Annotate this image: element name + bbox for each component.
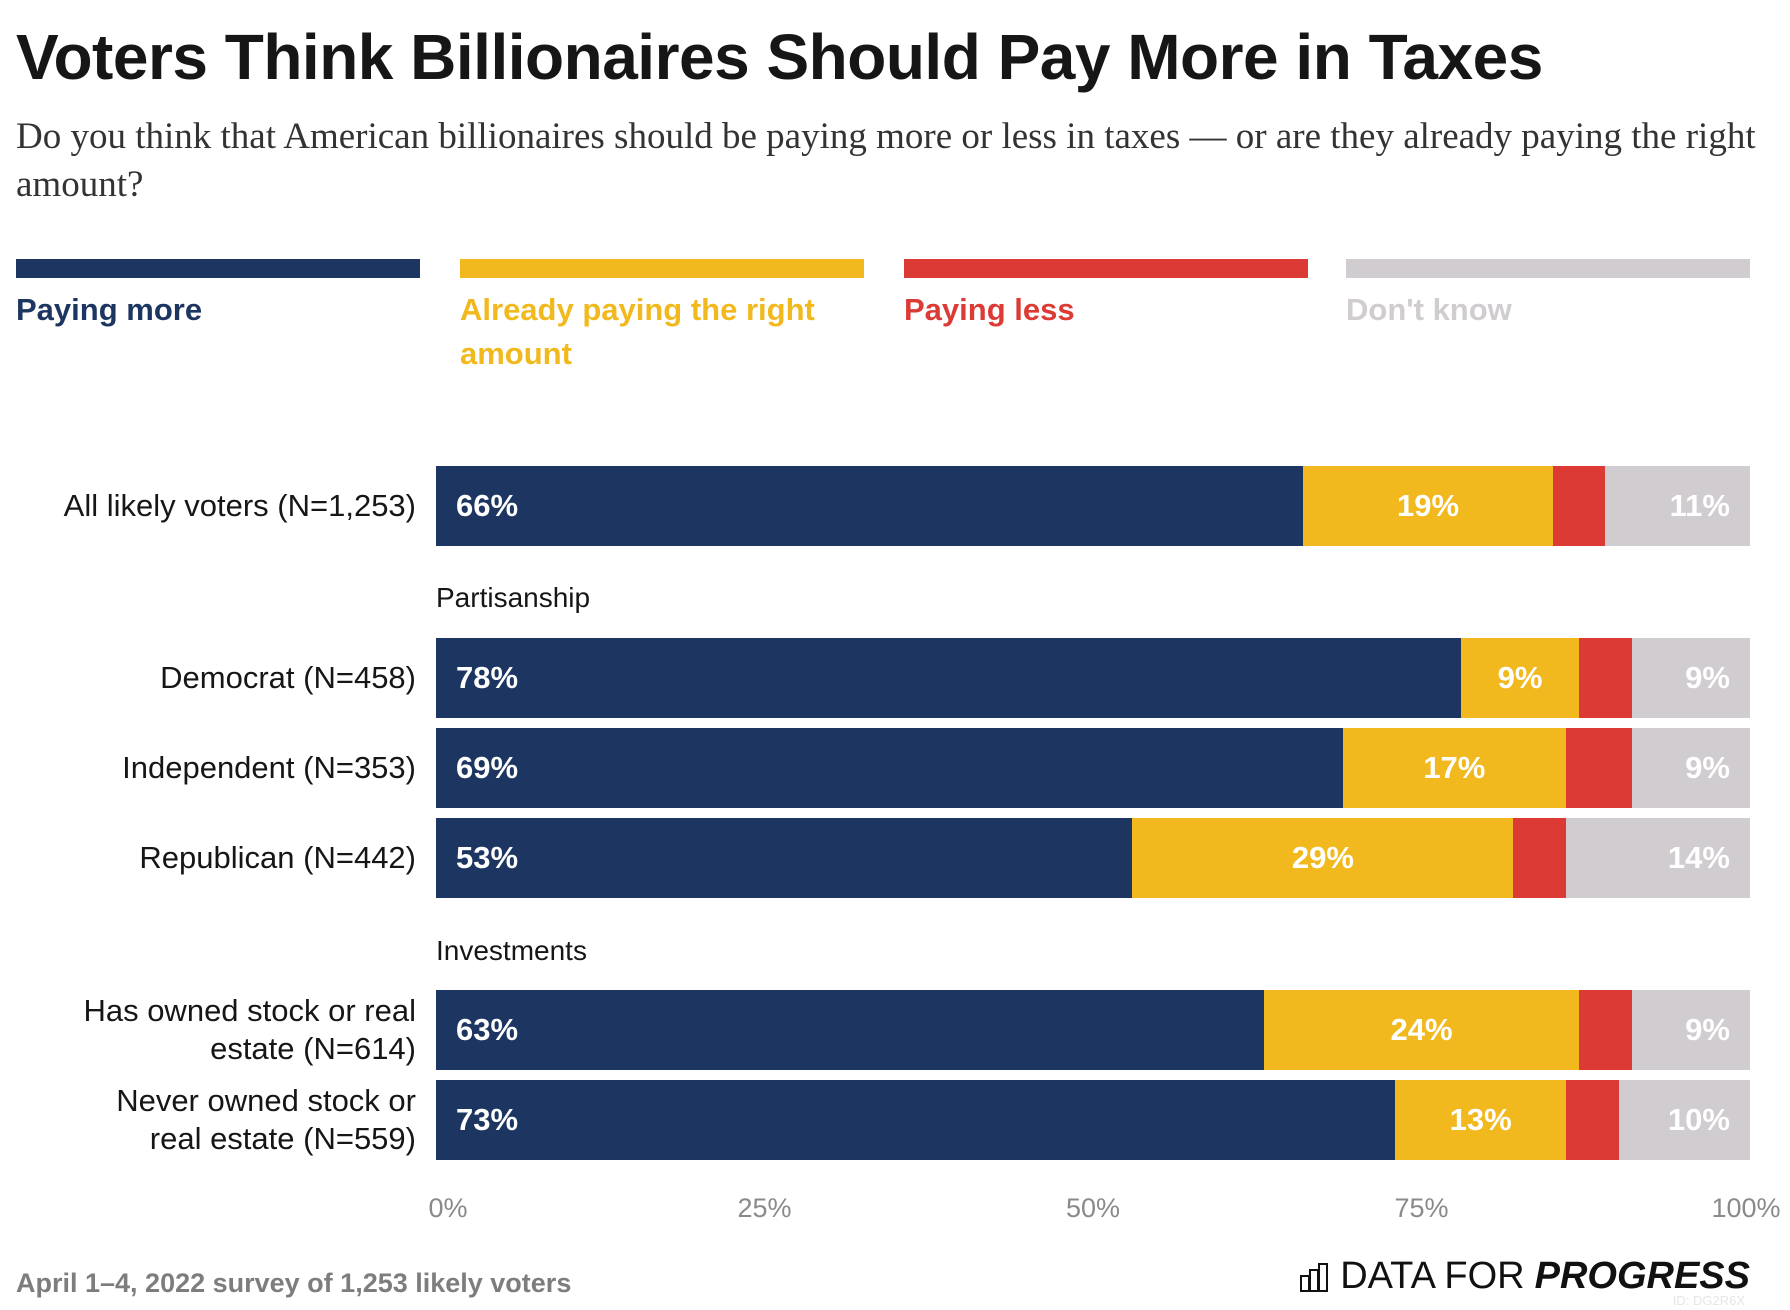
bar-segment: 66% — [436, 466, 1304, 546]
x-tick-label: 75% — [1394, 1193, 1449, 1223]
legend-swatch — [460, 259, 864, 278]
data-label: 9% — [1685, 750, 1730, 785]
bar-segment: 14% — [1566, 818, 1750, 898]
bar-segment: 9% — [1631, 728, 1750, 808]
group-label: Partisanship — [436, 582, 591, 613]
chart-title: Voters Think Billionaires Should Pay Mor… — [16, 21, 1543, 93]
bar-segment: 9% — [1631, 990, 1750, 1070]
x-tick-label: 100% — [1711, 1193, 1781, 1223]
legend-item: Don't know — [1346, 259, 1750, 332]
category-label: Democrat (N=458) — [160, 660, 416, 695]
legend-item: Paying more — [16, 259, 420, 332]
data-label: 14% — [1667, 840, 1730, 875]
watermark: ID: DG2R6X — [1672, 1293, 1745, 1308]
bar-segment: 10% — [1618, 1080, 1750, 1160]
bar-segment — [1579, 990, 1632, 1070]
legend-swatch — [1346, 259, 1750, 278]
x-tick-label: 0% — [428, 1193, 468, 1223]
bar-segment: 69% — [436, 728, 1343, 808]
logo-text-bold: PROGRESS — [1534, 1255, 1750, 1297]
legend-swatch — [16, 259, 420, 278]
stacked-bar: 69% 17% 9% — [436, 728, 1750, 808]
category-label: Republican (N=442) — [139, 840, 416, 875]
bar-segment: 9% — [1460, 638, 1580, 718]
category-label: Has owned stock or real estate (N=614) — [83, 993, 416, 1066]
bar-segment — [1513, 818, 1566, 898]
bar-segment: 53% — [436, 818, 1133, 898]
data-label: 19% — [1397, 488, 1460, 523]
data-label: 9% — [1497, 660, 1543, 695]
data-label: 9% — [1685, 660, 1730, 695]
data-label: 13% — [1449, 1102, 1512, 1137]
legend-swatch — [904, 259, 1308, 278]
bar-segment — [1579, 638, 1632, 718]
legend-label: Don't know — [1346, 292, 1512, 327]
category-label: All likely voters (N=1,253) — [63, 488, 416, 523]
data-label: 11% — [1669, 488, 1730, 523]
stacked-bar: 53% 29% 14% — [436, 818, 1750, 898]
group-label: Investments — [436, 935, 587, 966]
x-tick-label: 25% — [737, 1193, 792, 1223]
bar-segment — [1552, 466, 1606, 546]
bar-segment: 73% — [436, 1080, 1396, 1160]
bar-segment: 63% — [436, 990, 1264, 1070]
data-label: 24% — [1390, 1012, 1453, 1047]
bar-segment — [1566, 1080, 1619, 1160]
bar-segment: 78% — [436, 638, 1461, 718]
bar-segment: 29% — [1132, 818, 1514, 898]
stacked-bar: 78% 9% 9% — [436, 638, 1750, 718]
bar-segment: 24% — [1263, 990, 1580, 1070]
data-label: 17% — [1423, 750, 1486, 785]
x-tick-label: 50% — [1065, 1193, 1121, 1223]
data-for-progress-logo: DATA FOR PROGRESS — [1300, 1255, 1750, 1298]
stacked-bar: 63% 24% 9% — [436, 990, 1750, 1070]
category-label: Never owned stock or real estate (N=559) — [116, 1083, 416, 1156]
data-label: 9% — [1685, 1012, 1730, 1047]
data-label: 53% — [456, 840, 519, 875]
legend-item: Already paying the right amount — [460, 259, 864, 376]
data-label: 63% — [456, 1012, 519, 1047]
bar-segment: 9% — [1631, 638, 1750, 718]
data-label: 10% — [1667, 1102, 1730, 1137]
bar-segment: 13% — [1395, 1080, 1567, 1160]
bar-segment — [1566, 728, 1632, 808]
bar-segment: 11% — [1605, 466, 1750, 546]
bar-segment: 19% — [1303, 466, 1553, 546]
chart-subtitle: Do you think that American billionaires … — [16, 116, 1756, 205]
legend-label: Paying less — [904, 292, 1075, 327]
source-note: April 1–4, 2022 survey of 1,253 likely v… — [16, 1268, 572, 1298]
logo-text: DATA FOR — [1340, 1255, 1525, 1297]
data-label: 66% — [456, 488, 519, 523]
bar-chart-icon — [1300, 1262, 1329, 1292]
legend-label: Paying more — [16, 292, 203, 327]
bar-segment: 17% — [1342, 728, 1567, 808]
data-label: 73% — [456, 1102, 519, 1137]
data-label: 29% — [1291, 840, 1354, 875]
category-label: Independent (N=353) — [122, 750, 416, 785]
data-label: 69% — [456, 750, 519, 785]
legend-item: Paying less — [904, 259, 1308, 332]
legend-label: Already paying the right amount — [460, 292, 815, 371]
data-label: 78% — [456, 660, 519, 695]
stacked-bar: 73% 13% 10% — [436, 1080, 1750, 1160]
stacked-bar: 66% 19% 11% — [436, 466, 1750, 546]
